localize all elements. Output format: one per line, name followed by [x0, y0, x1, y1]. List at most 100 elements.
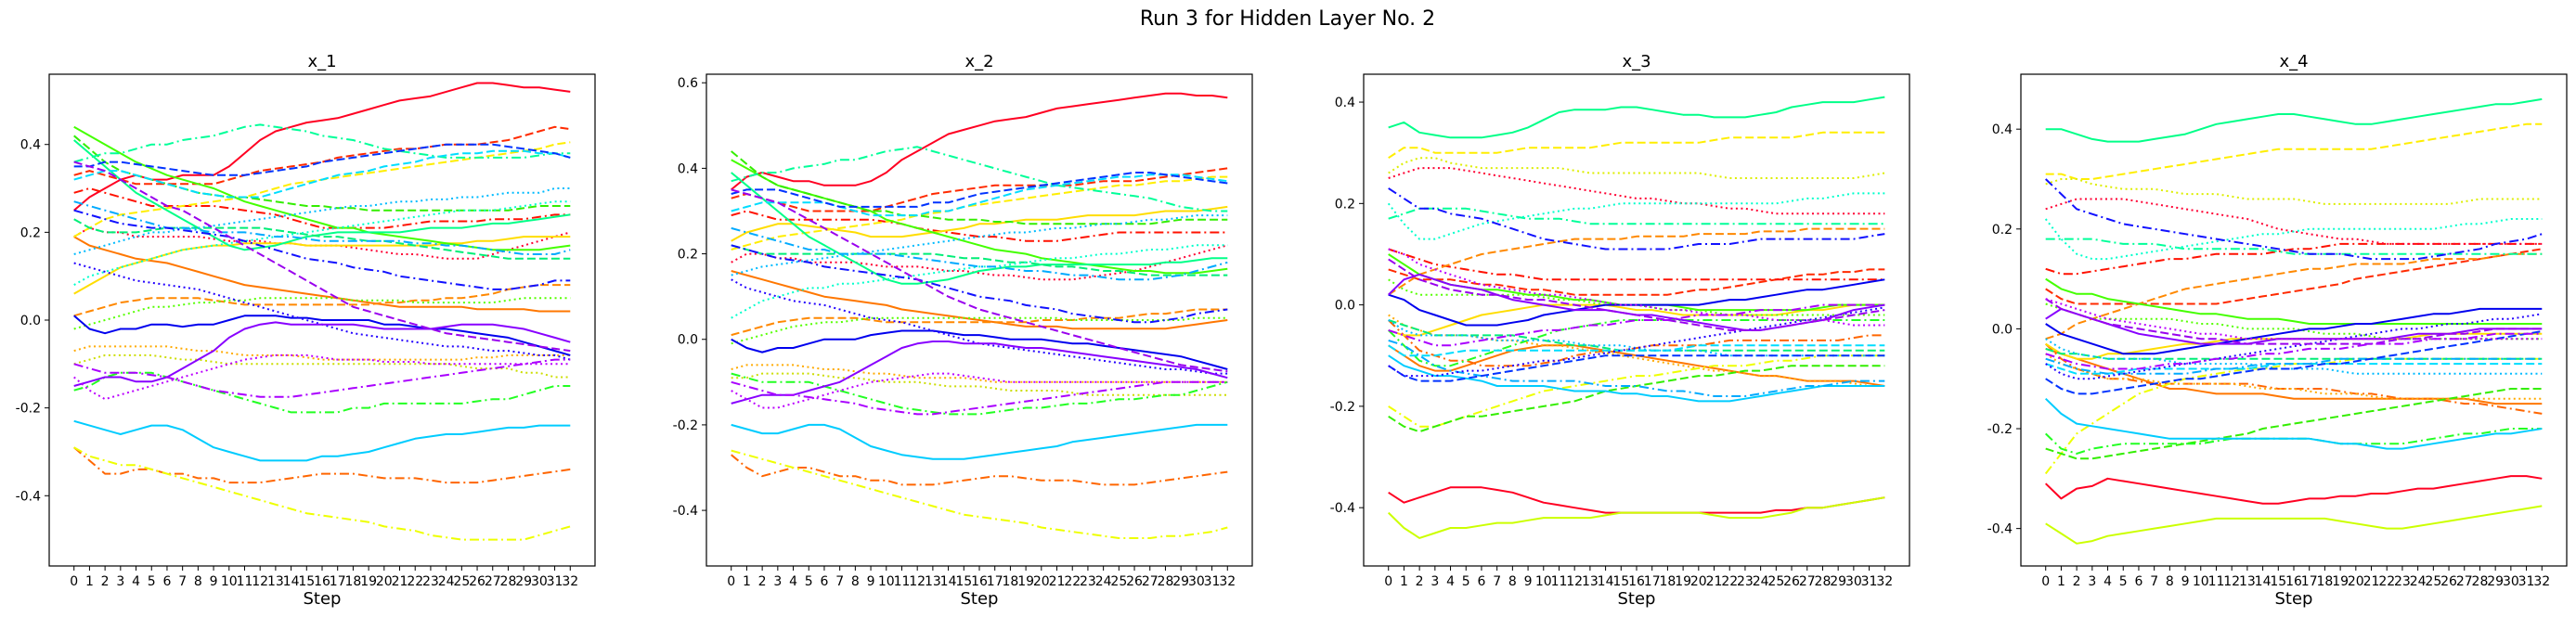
x-tick-label: 26 — [1126, 574, 1143, 589]
x-tick-label: 8 — [194, 574, 202, 589]
x-tick-label: 28 — [1815, 574, 1832, 589]
x-tick-label: 23 — [1737, 574, 1754, 589]
x-tick-label: 29 — [1830, 574, 1846, 589]
x-tick-label: 4 — [1446, 574, 1455, 589]
series-line — [731, 188, 1228, 373]
x-tick-label: 27 — [485, 574, 501, 589]
series-line — [1388, 354, 1885, 382]
x-tick-label: 20 — [1033, 574, 1050, 589]
x-tick-label: 14 — [2255, 574, 2272, 589]
x-tick-label: 9 — [1524, 574, 1533, 589]
series-line — [731, 329, 1228, 370]
x-tick-label: 27 — [2456, 574, 2473, 589]
x-tick-label: 25 — [1110, 574, 1127, 589]
y-tick-label: 0.4 — [1335, 96, 1355, 110]
series-line — [731, 244, 1228, 319]
series-line — [731, 372, 1228, 409]
x-tick-label: 30 — [2503, 574, 2519, 589]
x-tick-label: 18 — [2316, 574, 2333, 589]
series-line — [73, 284, 571, 317]
series-line — [73, 139, 571, 251]
x-tick-label: 28 — [1158, 574, 1174, 589]
x-tick-label: 31 — [2518, 574, 2535, 589]
series-line — [731, 244, 1228, 276]
series-line — [73, 419, 571, 462]
x-tick-label: 17 — [1644, 574, 1661, 589]
series-line — [1388, 319, 1885, 357]
x-tick-label: 22 — [1064, 574, 1081, 589]
series-line — [731, 423, 1228, 460]
x-tick-label: 2 — [758, 574, 767, 589]
series-line — [2045, 475, 2543, 505]
series-line — [1388, 268, 1885, 296]
subplot-x4: x_4 Step 0 1 2 3 4 5 6 7 8 9 101112131415161718192… — [1987, 52, 2568, 609]
x-tick-label: 1 — [1400, 574, 1408, 589]
series-line — [731, 278, 1228, 375]
y-tick-label: 0.4 — [1992, 122, 2013, 137]
series-line — [1388, 319, 1885, 352]
series-line — [731, 175, 1228, 251]
x-tick-label: 5 — [805, 574, 813, 589]
x-tick-label: 21 — [2363, 574, 2380, 589]
series-line — [73, 297, 571, 330]
x-tick-label: 0 — [2041, 574, 2050, 589]
x-tick-label: 0 — [70, 574, 78, 589]
series-line — [2045, 307, 2543, 345]
x-tick-label: 23 — [1080, 574, 1096, 589]
y-tick-label: -0.4 — [1330, 501, 1355, 516]
x-tick-label: 15 — [2270, 574, 2286, 589]
x-tick-label: 19 — [360, 574, 377, 589]
x-tick-label: 24 — [1753, 574, 1769, 589]
y-tick-label: 0.0 — [1335, 299, 1355, 314]
series-line — [73, 226, 571, 260]
x-tick-label: 30 — [1188, 574, 1205, 589]
x-tick-label: 17 — [987, 574, 1003, 589]
series-line — [2045, 505, 2543, 545]
x-tick-label: 16 — [2285, 574, 2302, 589]
x-tick-label: 20 — [1690, 574, 1707, 589]
series-line — [1388, 278, 1885, 316]
series-line — [73, 200, 571, 286]
x-tick-label: 11 — [894, 574, 911, 589]
series-line — [731, 270, 1228, 330]
x-tick-label: 18 — [1659, 574, 1676, 589]
x-tick-label: 2 — [2073, 574, 2081, 589]
series-line — [731, 172, 1228, 285]
series-line — [2045, 277, 2543, 325]
x-tick-label: 32 — [562, 574, 578, 589]
x-tick-label: 25 — [1767, 574, 1784, 589]
x-tick-label: 4 — [789, 574, 797, 589]
x-tick-label: 22 — [1721, 574, 1738, 589]
series-line — [2045, 307, 2543, 355]
series-line — [731, 150, 1228, 225]
y-tick-label: 0.2 — [678, 248, 698, 263]
y-tick-label: 0.2 — [1992, 223, 2013, 238]
y-tick-label: -0.2 — [1330, 400, 1355, 415]
series-line — [2045, 178, 2543, 205]
x-tick-label: 12 — [909, 574, 926, 589]
y-tick-label: 0.0 — [1992, 322, 2013, 337]
series-line — [1387, 496, 1885, 539]
x-tick-label: 15 — [955, 574, 972, 589]
series-line — [731, 316, 1228, 345]
x-tick-label: 31 — [1204, 574, 1221, 589]
series-line — [731, 341, 1228, 405]
series-line — [2045, 198, 2543, 245]
series-line — [731, 244, 1228, 324]
series-line — [1388, 207, 1885, 225]
x-tick-label: 32 — [1219, 574, 1236, 589]
x-tick-label: 30 — [1845, 574, 1862, 589]
subplot-title: x_2 — [964, 52, 993, 71]
x-tick-label: 8 — [2166, 574, 2174, 589]
subplot-x2: x_2 Step 0 1 2 3 4 5 6 7 8 9 101112131415161718192… — [673, 52, 1253, 609]
x-tick-label: 21 — [1706, 574, 1723, 589]
y-tick-label: 0.4 — [678, 161, 698, 176]
subplot-title: x_1 — [307, 52, 336, 71]
series-line — [2045, 178, 2543, 261]
x-tick-label: 11 — [1551, 574, 1568, 589]
series-line — [2045, 388, 2543, 460]
x-tick-label: 18 — [344, 574, 361, 589]
series-line — [1387, 319, 1885, 367]
x-tick-label: 15 — [1612, 574, 1629, 589]
x-tick-label: 16 — [314, 574, 330, 589]
